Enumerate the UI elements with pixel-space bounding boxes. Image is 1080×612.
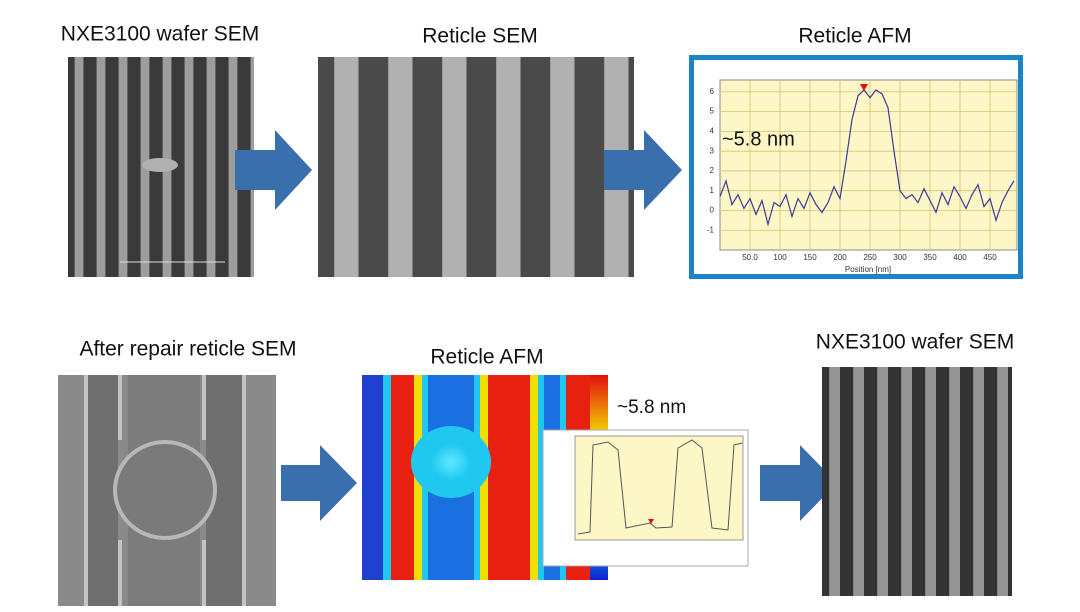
x-tick-label: 150 <box>803 253 817 262</box>
stripe <box>96 57 106 277</box>
panel-title: Reticle SEM <box>422 25 538 48</box>
panel-title: NXE3100 wafer SEM <box>816 331 1014 354</box>
x-tick-label: 450 <box>983 253 997 262</box>
stripe <box>228 57 238 277</box>
y-tick-label: 5 <box>710 107 715 116</box>
stripe <box>949 367 960 596</box>
y-tick-label: 1 <box>710 186 715 195</box>
panel-title: Reticle AFM <box>798 25 911 48</box>
stripe <box>118 57 128 277</box>
peak-marker <box>860 84 868 91</box>
x-tick-label: 100 <box>773 253 787 262</box>
y-tick-label: 3 <box>710 146 715 155</box>
annotation: ~5.8 nm <box>722 128 795 150</box>
arrow <box>604 130 682 210</box>
stripe <box>901 367 912 596</box>
arrow <box>281 445 357 521</box>
panel-title: NXE3100 wafer SEM <box>61 23 259 46</box>
profile-line <box>719 88 1015 227</box>
x-tick-label: 400 <box>953 253 967 262</box>
x-axis-label: Position [nm] <box>845 265 891 274</box>
stripe <box>334 57 359 277</box>
image-bg <box>318 57 634 277</box>
arrow <box>760 445 837 521</box>
repair-sem-image <box>58 375 276 606</box>
x-tick-label: 300 <box>893 253 907 262</box>
bridge <box>142 158 178 172</box>
x-tick-label: 50.0 <box>742 253 758 262</box>
stripe <box>496 57 521 277</box>
y-tick-label: 6 <box>710 87 715 96</box>
y-tick-label: 4 <box>710 127 715 136</box>
stripe <box>853 367 864 596</box>
stripe <box>206 57 216 277</box>
reticle-sem-image <box>318 57 634 277</box>
y-tick-label: 2 <box>710 166 715 175</box>
x-tick-label: 250 <box>863 253 877 262</box>
wafer-sem-image <box>822 367 1012 596</box>
stripe <box>973 367 984 596</box>
panel-title: Reticle AFM <box>430 346 543 369</box>
stripe <box>925 367 936 596</box>
annotation: ~5.8 nm <box>617 397 686 418</box>
stripe <box>74 57 84 277</box>
wafer-sem-image <box>68 57 254 277</box>
stripe <box>442 57 467 277</box>
y-tick-label: -1 <box>707 225 715 234</box>
stripe <box>877 367 888 596</box>
x-tick-label: 200 <box>833 253 847 262</box>
stripe <box>550 57 575 277</box>
panel-title: After repair reticle SEM <box>79 338 296 361</box>
stripe <box>184 57 194 277</box>
stripe <box>829 367 840 596</box>
stripe <box>388 57 413 277</box>
arrow <box>235 130 312 210</box>
x-tick-label: 350 <box>923 253 937 262</box>
afm-chart: 50.0 100 150 200 250 300 350 400 450 -1 0 1 2 3 4 5 6 <box>707 80 1017 262</box>
y-tick-label: 0 <box>710 206 715 215</box>
plot-area <box>719 79 1018 251</box>
arrows <box>235 130 837 521</box>
stripe <box>997 367 1008 596</box>
afm-inset-image <box>542 429 749 567</box>
